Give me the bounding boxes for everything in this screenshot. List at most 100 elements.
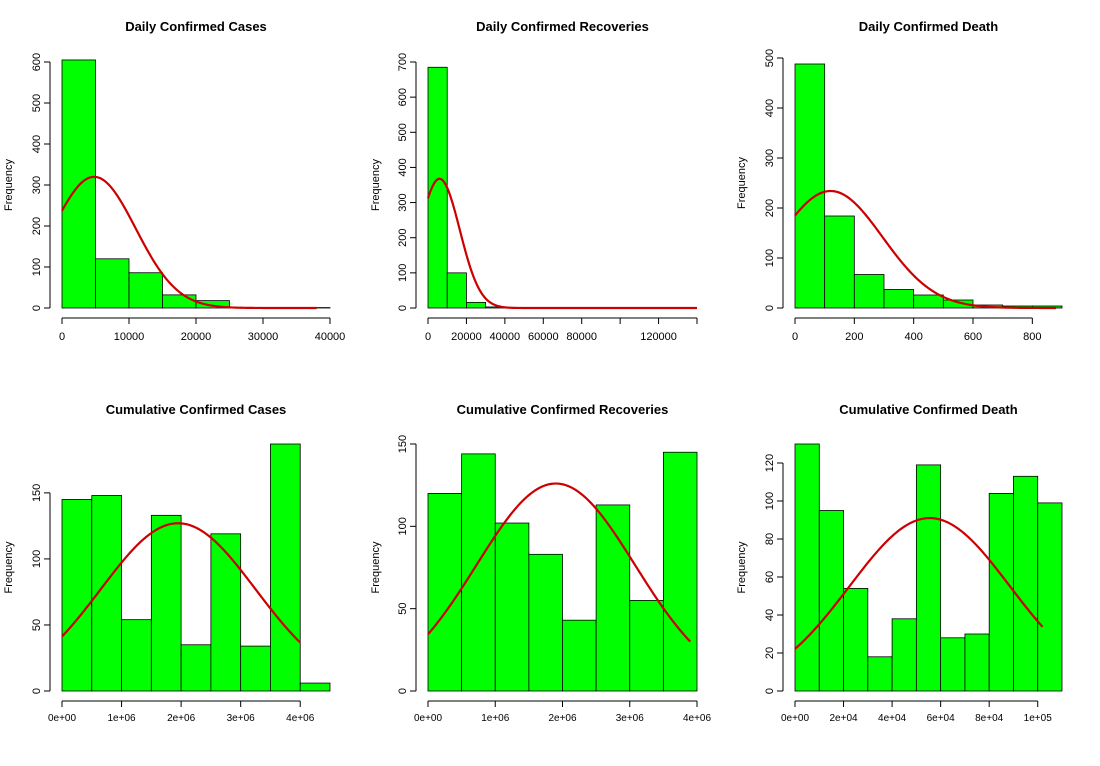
histogram-bar (1013, 475, 1039, 692)
x-tick-label: 0e+00 (414, 713, 443, 724)
y-tick-label: 300 (397, 193, 409, 211)
normal-curve (61, 175, 317, 310)
histogram-bar (150, 514, 182, 692)
normal-curve (794, 189, 1057, 310)
histogram-bar (91, 495, 122, 692)
x-tick-label: 6e+04 (927, 713, 956, 724)
chart-title: Daily Confirmed Cases (125, 19, 267, 34)
histogram-bar (824, 215, 855, 309)
histogram-bar (270, 443, 301, 692)
x-tick-label: 800 (1023, 331, 1041, 343)
y-tick-label: 100 (764, 492, 776, 510)
normal-curve (61, 522, 301, 644)
histogram-bar (121, 619, 152, 692)
histogram-panel: Cumulative Confirmed Death Frequency 0e+00… (736, 402, 1063, 724)
histogram-bar (299, 682, 331, 692)
y-tick-label: 300 (31, 176, 43, 194)
normal-curve (426, 177, 697, 310)
x-tick-label: 4e+06 (286, 713, 315, 724)
y-tick-label: 100 (397, 517, 409, 535)
y-tick-label: 0 (31, 305, 43, 311)
histogram-bar (128, 272, 163, 309)
x-tick-label: 20000 (451, 331, 482, 343)
chart-title: Daily Confirmed Recoveries (476, 19, 649, 34)
y-tick-label: 600 (397, 88, 409, 106)
y-tick-label: 150 (31, 484, 43, 502)
histogram-bar (494, 522, 530, 692)
x-tick-label: 4e+06 (683, 713, 712, 724)
y-tick-label: 500 (764, 49, 776, 67)
y-tick-label: 200 (31, 217, 43, 235)
x-tick-label: 0 (792, 331, 798, 343)
x-tick-label: 4e+04 (878, 713, 907, 724)
histogram-bar (195, 300, 230, 309)
histogram-bar (562, 619, 597, 692)
y-axis-label: Frequency (3, 159, 15, 211)
y-tick-label: 300 (764, 149, 776, 167)
normal-curve (794, 516, 1044, 650)
y-tick-label: 700 (397, 53, 409, 71)
y-tick-label: 500 (31, 94, 43, 112)
x-tick-label: 60000 (528, 331, 559, 343)
y-tick-label: 200 (397, 229, 409, 247)
histogram-panel: Cumulative Confirmed Cases Frequency 0e+00… (3, 402, 331, 724)
y-tick-label: 100 (764, 249, 776, 267)
histogram-bar (1037, 502, 1063, 692)
histogram-bar (843, 588, 869, 692)
y-axis-label: Frequency (736, 157, 748, 209)
x-tick-label: 80000 (566, 331, 597, 343)
chart-title: Cumulative Confirmed Death (839, 402, 1017, 417)
y-tick-label: 20 (764, 647, 776, 659)
y-tick-label: 60 (764, 571, 776, 583)
x-tick-label: 3e+06 (616, 713, 645, 724)
x-tick-label: 200 (845, 331, 863, 343)
histogram-bar (794, 63, 826, 309)
y-axis-label: Frequency (370, 541, 382, 593)
histogram-bar (964, 633, 990, 692)
histogram-panel: Cumulative Confirmed Recoveries Frequency… (370, 402, 711, 724)
chart-title: Daily Confirmed Death (859, 19, 998, 34)
histogram-panel: Daily Confirmed Cases Frequency 0 10000 200 0… (3, 19, 345, 343)
y-tick-label: 150 (397, 435, 409, 453)
y-tick-label: 0 (764, 688, 776, 694)
chart-title: Cumulative Confirmed Recoveries (457, 402, 669, 417)
y-tick-label: 100 (31, 550, 43, 568)
histogram-bar (240, 645, 271, 692)
y-tick-label: 0 (31, 688, 43, 694)
x-tick-label: 2e+06 (548, 713, 577, 724)
y-tick-label: 50 (31, 619, 43, 631)
y-tick-label: 120 (764, 454, 776, 472)
histogram-bar (853, 274, 885, 309)
histogram-bar (528, 553, 563, 692)
x-tick-label: 0 (425, 331, 431, 343)
y-tick-label: 50 (397, 603, 409, 615)
histogram-bar (595, 504, 631, 692)
histogram-bar (446, 272, 467, 309)
histogram-bar (61, 499, 93, 692)
histogram-bar (891, 618, 917, 692)
x-tick-label: 1e+06 (108, 713, 137, 724)
y-axis-label: Frequency (370, 159, 382, 211)
x-tick-label: 40000 (315, 331, 346, 343)
y-tick-label: 40 (764, 609, 776, 621)
histogram-bar (629, 600, 664, 692)
y-tick-label: 600 (31, 53, 43, 71)
x-tick-label: 0 (59, 331, 65, 343)
histogram-bar (210, 533, 242, 692)
y-tick-label: 100 (31, 258, 43, 276)
histogram-bar (180, 644, 212, 692)
x-tick-label: 30000 (248, 331, 279, 343)
x-tick-label: 10000 (114, 331, 145, 343)
histogram-bar (95, 258, 130, 309)
chart-title: Cumulative Confirmed Cases (106, 402, 287, 417)
y-tick-label: 500 (397, 123, 409, 141)
x-tick-label: 2e+06 (167, 713, 196, 724)
y-tick-label: 0 (397, 305, 409, 311)
histogram-panel: Daily Confirmed Death Frequency 0 200 400 600… (736, 19, 1063, 343)
x-tick-label: 40000 (490, 331, 521, 343)
x-tick-label: 1e+05 (1024, 713, 1053, 724)
x-tick-label: 600 (964, 331, 982, 343)
histogram-bar (915, 464, 942, 692)
